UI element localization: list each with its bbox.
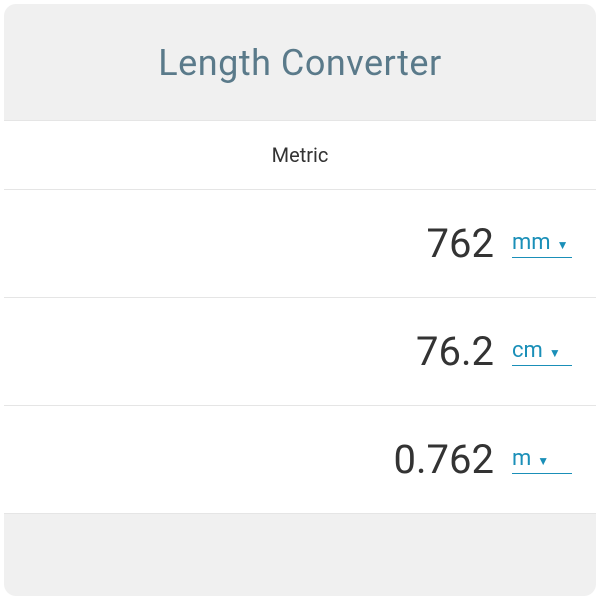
chevron-down-icon: ▼ <box>557 238 569 252</box>
unit-label: m <box>512 446 531 471</box>
unit-selector-m[interactable]: m ▼ <box>512 446 572 474</box>
unit-selector-cm[interactable]: cm ▼ <box>512 338 572 366</box>
converter-card: Length Converter Metric 762 mm ▼ 76.2 cm… <box>4 4 596 596</box>
value-mm[interactable]: 762 <box>427 220 494 267</box>
chevron-down-icon: ▼ <box>537 454 549 468</box>
value-m[interactable]: 0.762 <box>394 436 494 483</box>
chevron-down-icon: ▼ <box>549 346 561 360</box>
unit-label: cm <box>512 338 543 363</box>
section-label: Metric <box>4 120 596 190</box>
unit-label: mm <box>512 230 551 255</box>
conversion-row: 0.762 m ▼ <box>4 406 596 514</box>
header: Length Converter <box>4 4 596 120</box>
conversion-row: 76.2 cm ▼ <box>4 298 596 406</box>
unit-selector-mm[interactable]: mm ▼ <box>512 230 572 258</box>
conversion-row: 762 mm ▼ <box>4 190 596 298</box>
value-cm[interactable]: 76.2 <box>416 328 494 375</box>
page-title: Length Converter <box>24 42 576 84</box>
